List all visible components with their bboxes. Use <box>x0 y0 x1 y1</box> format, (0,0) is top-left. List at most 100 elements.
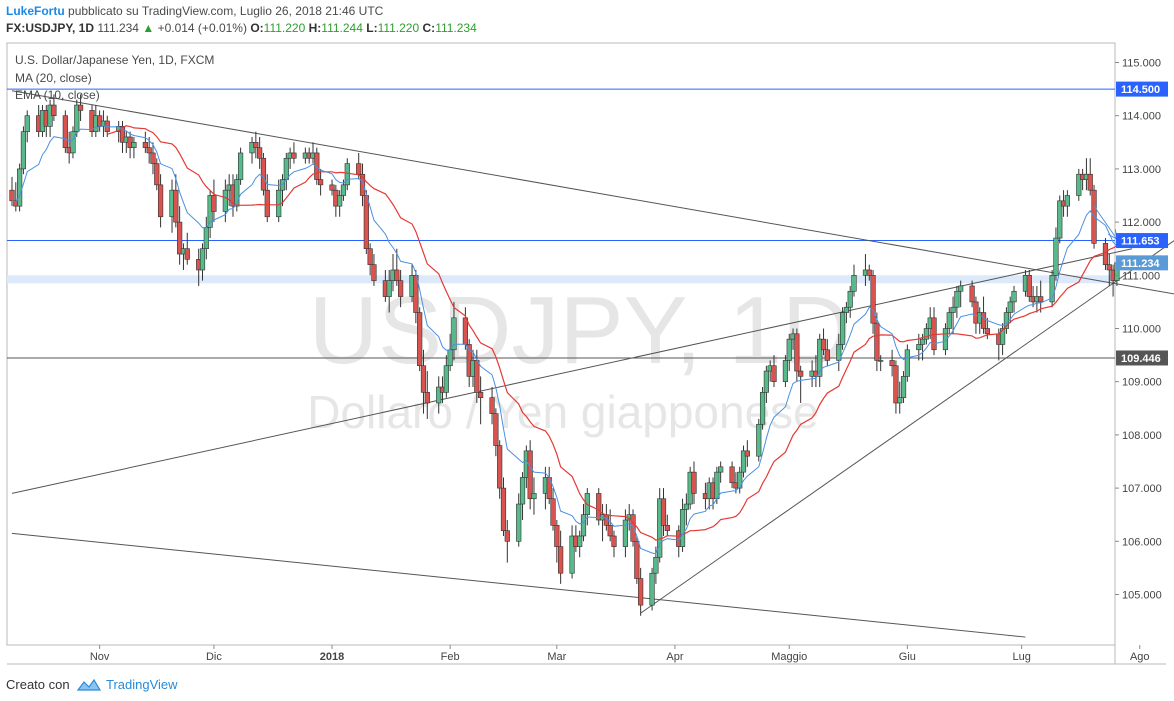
legend-ema[interactable]: EMA (10, close) <box>15 88 100 102</box>
candle-body <box>20 131 27 170</box>
candle <box>691 461 697 505</box>
candle-body <box>424 392 430 404</box>
candle <box>17 163 23 212</box>
candle <box>984 317 990 340</box>
candle-body <box>657 498 663 558</box>
candle <box>150 142 156 175</box>
candle <box>417 307 423 372</box>
candle <box>24 110 30 143</box>
candle-body <box>931 317 937 351</box>
price-labels: 114.500 111.653 111.234 109.446 <box>1116 81 1168 366</box>
candle-body <box>759 392 766 425</box>
candle-body <box>622 519 629 547</box>
candle <box>839 307 846 350</box>
candle-body <box>340 184 347 196</box>
candle-body <box>870 275 876 324</box>
candle-body <box>337 195 343 207</box>
legend-ma[interactable]: MA (20, close) <box>15 71 92 85</box>
candle <box>157 174 164 228</box>
legend: U.S. Dollar/Japanese Yen, 1D, FXCM MA (2… <box>15 53 214 102</box>
candle <box>253 131 259 159</box>
candle-body <box>238 152 244 180</box>
candle <box>550 488 556 531</box>
candle <box>931 307 937 356</box>
candle-body <box>558 546 564 574</box>
made-with-label: Creato con <box>6 677 70 692</box>
candle-body <box>131 142 137 148</box>
ema-10-line <box>11 125 1118 555</box>
candle-body <box>527 450 533 500</box>
candle <box>489 387 495 425</box>
candle <box>683 493 689 526</box>
candle-body <box>417 312 423 367</box>
support-zone <box>7 275 1115 284</box>
candle-body <box>443 365 449 393</box>
candle-body <box>77 104 84 111</box>
candle-body <box>904 349 910 377</box>
candle <box>516 493 522 547</box>
candle-body <box>737 471 743 489</box>
candle-body <box>607 525 613 537</box>
candle <box>177 206 183 265</box>
candle-body <box>611 535 617 547</box>
candle-body <box>969 285 975 303</box>
candle-body <box>531 493 537 500</box>
candle-body <box>550 498 556 526</box>
candle-body <box>569 535 575 574</box>
candle <box>291 142 297 164</box>
last-price: 111.234 <box>97 21 139 35</box>
high-label: H: <box>308 21 322 35</box>
candle <box>20 126 27 175</box>
candle <box>424 371 430 419</box>
price-label-box <box>1116 350 1168 366</box>
candle-body <box>474 360 480 393</box>
close-value: 111.234 <box>435 21 477 35</box>
candle-body <box>843 306 849 313</box>
candle-body <box>824 349 830 361</box>
candle <box>794 328 800 382</box>
x-tick-label: Maggio <box>771 651 807 663</box>
price-chart[interactable]: USDJPY, 1D Dollaro / Yen giapponese 115.… <box>0 42 1174 672</box>
candle-body <box>478 392 484 398</box>
trendlines <box>11 90 1174 638</box>
candle-body <box>1102 243 1109 265</box>
candle-body <box>679 509 686 547</box>
candle-body <box>70 131 76 154</box>
open-value: 111.220 <box>263 21 306 35</box>
candle <box>744 440 750 467</box>
candle <box>211 179 217 223</box>
candle <box>500 477 507 536</box>
candle <box>257 136 263 169</box>
horizontal-levels <box>7 88 1115 359</box>
candle-body <box>714 471 720 500</box>
candle <box>119 121 126 153</box>
candle <box>798 365 804 403</box>
y-tick-label: 110.000 <box>1122 324 1161 336</box>
candle <box>367 243 373 276</box>
candle <box>1011 285 1017 313</box>
candle <box>337 190 343 217</box>
candle <box>1064 190 1070 217</box>
candle-body <box>771 365 777 382</box>
tradingview-link[interactable]: TradingView <box>106 677 178 692</box>
candle-body <box>318 179 324 186</box>
trendline-2 <box>11 532 1026 638</box>
author-link[interactable]: LukeFortu <box>6 4 65 18</box>
candle <box>478 376 484 425</box>
candle <box>1102 238 1109 270</box>
candle <box>531 477 537 515</box>
candle-body <box>451 317 457 351</box>
y-tick-label: 106.000 <box>1122 536 1162 548</box>
candle <box>1038 280 1044 313</box>
candle <box>264 174 270 223</box>
candle <box>1087 158 1093 196</box>
candle <box>1057 195 1063 244</box>
candle <box>1106 254 1112 286</box>
candle <box>759 387 766 430</box>
y-tick-label: 108.000 <box>1122 430 1162 442</box>
candle-body <box>398 280 404 297</box>
candle-body <box>756 423 762 457</box>
candle-body <box>580 514 587 537</box>
candle-body <box>222 189 228 212</box>
candle-body <box>653 556 659 574</box>
